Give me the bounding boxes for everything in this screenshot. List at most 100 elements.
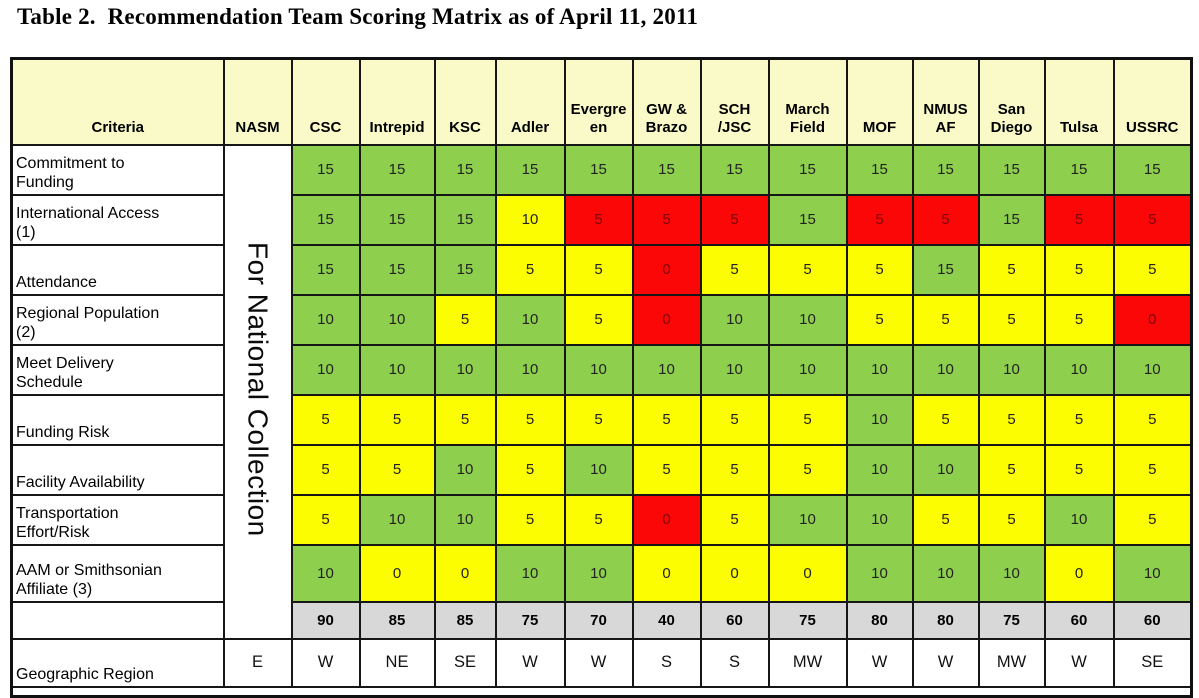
score-cell: 10 <box>563 543 634 603</box>
score-cell: 15 <box>845 143 914 196</box>
score-cell: 0 <box>1043 543 1115 603</box>
score-cell: 15 <box>494 143 566 196</box>
criteria-cell: International Access (1) <box>10 193 225 246</box>
total-score-cell: 85 <box>433 600 497 640</box>
score-cell: 5 <box>494 243 566 296</box>
score-cell: 10 <box>433 443 497 496</box>
geographic-region-cell: S <box>631 637 702 688</box>
total-score-cell: 70 <box>563 600 634 640</box>
total-score-cell: 75 <box>767 600 848 640</box>
geographic-region-cell: MW <box>767 637 848 688</box>
score-cell: 15 <box>977 143 1046 196</box>
score-cell: 5 <box>977 443 1046 496</box>
column-header-criteria: Criteria <box>10 57 225 146</box>
score-cell: 5 <box>911 193 980 246</box>
score-cell: 10 <box>290 343 361 396</box>
score-cell: 10 <box>631 343 702 396</box>
score-cell: 10 <box>845 443 914 496</box>
geographic-region-cell: E <box>222 637 293 688</box>
column-header-march-field: March Field <box>767 57 848 146</box>
score-cell: 10 <box>699 343 770 396</box>
score-cell: 5 <box>977 393 1046 446</box>
score-cell: 5 <box>1112 393 1193 446</box>
score-cell: 10 <box>845 543 914 603</box>
total-score-cell: 60 <box>1043 600 1115 640</box>
geographic-region-row: Geographic Region E W NE SE W W S S MW W W MW W SE <box>10 637 1193 688</box>
score-cell: 10 <box>767 493 848 546</box>
score-cell: 5 <box>563 393 634 446</box>
geographic-region-cell: NE <box>358 637 436 688</box>
score-cell: 15 <box>767 193 848 246</box>
score-cell: 15 <box>358 143 436 196</box>
score-cell: 10 <box>1043 343 1115 396</box>
score-cell: 0 <box>699 543 770 603</box>
total-score-cell: 75 <box>977 600 1046 640</box>
score-cell: 10 <box>699 293 770 346</box>
score-cell: 10 <box>911 543 980 603</box>
score-cell: 5 <box>563 193 634 246</box>
score-cell: 5 <box>1043 443 1115 496</box>
score-cell: 10 <box>1112 543 1193 603</box>
score-cell: 15 <box>358 193 436 246</box>
score-cell: 5 <box>699 243 770 296</box>
score-cell: 10 <box>358 343 436 396</box>
geographic-region-cell: W <box>911 637 980 688</box>
geographic-region-cell: SE <box>1112 637 1193 688</box>
criteria-row: International Access (1) 15 15 15 10 5 5 5 15 5 5 1… <box>10 193 1193 246</box>
score-cell: 5 <box>494 493 566 546</box>
score-cell: 15 <box>290 143 361 196</box>
criteria-row: Meet Delivery Schedule 10 10 10 10 10 10 10 10 10… <box>10 343 1193 396</box>
total-row: 90 85 85 75 70 40 60 75 80 80 75 60 60 <box>10 600 1193 640</box>
geographic-region-cell: W <box>563 637 634 688</box>
geographic-region-cell: SE <box>433 637 497 688</box>
score-cell: 5 <box>1112 443 1193 496</box>
criteria-cell: Transportation Effort/Risk <box>10 493 225 546</box>
total-score-cell: 80 <box>845 600 914 640</box>
column-header-evergreen: Evergreen <box>563 57 634 146</box>
score-cell: 5 <box>699 443 770 496</box>
criteria-cell: Commitment to Funding <box>10 143 225 196</box>
total-score-cell: 40 <box>631 600 702 640</box>
score-cell: 0 <box>631 543 702 603</box>
criteria-row: Commitment to Funding For National Collec… <box>10 143 1193 640</box>
score-cell: 10 <box>358 293 436 346</box>
column-header-mof: MOF <box>845 57 914 146</box>
score-cell: 15 <box>1043 143 1115 196</box>
score-cell: 10 <box>494 193 566 246</box>
score-cell: 5 <box>290 443 361 496</box>
score-cell: 5 <box>977 243 1046 296</box>
score-cell: 5 <box>1112 243 1193 296</box>
score-cell: 5 <box>631 443 702 496</box>
score-cell: 5 <box>290 393 361 446</box>
score-cell: 5 <box>911 493 980 546</box>
score-cell: 15 <box>977 193 1046 246</box>
score-cell: 10 <box>358 493 436 546</box>
geographic-region-cell: S <box>699 637 770 688</box>
score-cell: 15 <box>631 143 702 196</box>
criteria-cell: Meet Delivery Schedule <box>10 343 225 396</box>
score-cell: 15 <box>911 243 980 296</box>
column-header-ksc: KSC <box>433 57 497 146</box>
score-cell: 5 <box>845 293 914 346</box>
total-score-cell: 75 <box>494 600 566 640</box>
score-cell: 0 <box>631 243 702 296</box>
column-header-csc: CSC <box>290 57 361 146</box>
score-cell: 10 <box>1112 343 1193 396</box>
partial-bottom-row <box>11 686 1192 697</box>
score-cell: 10 <box>911 343 980 396</box>
score-cell: 5 <box>911 293 980 346</box>
column-header-adler: Adler <box>494 57 566 146</box>
criteria-cell: Attendance <box>10 243 225 296</box>
score-cell: 10 <box>767 343 848 396</box>
score-cell: 5 <box>433 293 497 346</box>
total-score-cell: 80 <box>911 600 980 640</box>
score-cell: 15 <box>433 193 497 246</box>
score-cell: 5 <box>1112 493 1193 546</box>
column-header-nmus-af: NMUS AF <box>911 57 980 146</box>
column-header-nasm: NASM <box>222 57 293 146</box>
criteria-row: AAM or Smithsonian Affiliate (3) 10 0 0 10 10… <box>10 543 1193 603</box>
criteria-row: Transportation Effort/Risk 5 10 10 5 5 0 5 10 10 5… <box>10 493 1193 546</box>
score-cell: 5 <box>433 393 497 446</box>
score-cell: 0 <box>631 493 702 546</box>
